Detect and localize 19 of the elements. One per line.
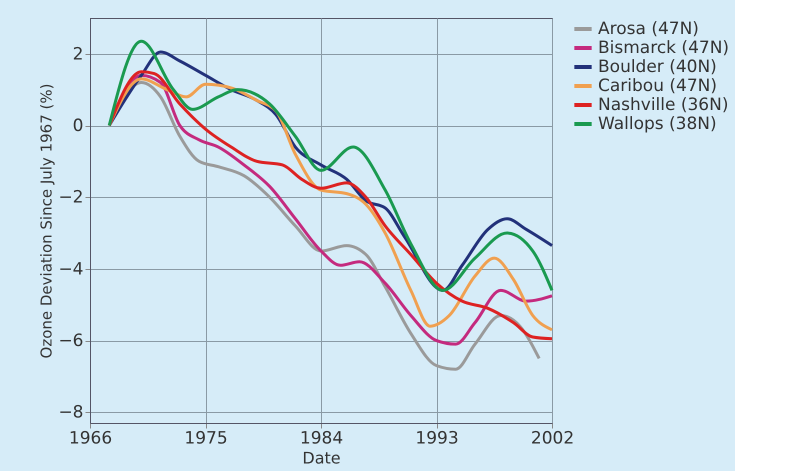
y-axis-title: Ozone Deviation Since July 1967 (%) <box>37 84 56 358</box>
legend-label: Wallops (38N) <box>598 114 717 134</box>
y-tick-label: −8 <box>58 402 84 423</box>
legend-label: Caribou (47N) <box>598 76 717 96</box>
legend-label: Arosa (47N) <box>598 19 699 39</box>
legend-label: Nashville (36N) <box>598 95 728 115</box>
x-tick-label: 1993 <box>415 428 459 448</box>
x-tick-label: 1984 <box>300 428 344 448</box>
x-axis-title: Date <box>302 448 341 468</box>
x-tick-label: 1966 <box>68 428 112 448</box>
legend-label: Bismarck (47N) <box>598 38 730 58</box>
y-tick-label: −6 <box>58 331 84 352</box>
y-tick-label: −4 <box>58 259 84 280</box>
y-tick-label: −2 <box>58 188 84 208</box>
y-tick-label: 0 <box>72 116 84 136</box>
y-tick-label: 2 <box>72 44 84 64</box>
x-tick-label: 1975 <box>184 428 228 448</box>
legend-label: Boulder (40N) <box>598 57 717 77</box>
x-tick-label: 2002 <box>530 428 574 448</box>
